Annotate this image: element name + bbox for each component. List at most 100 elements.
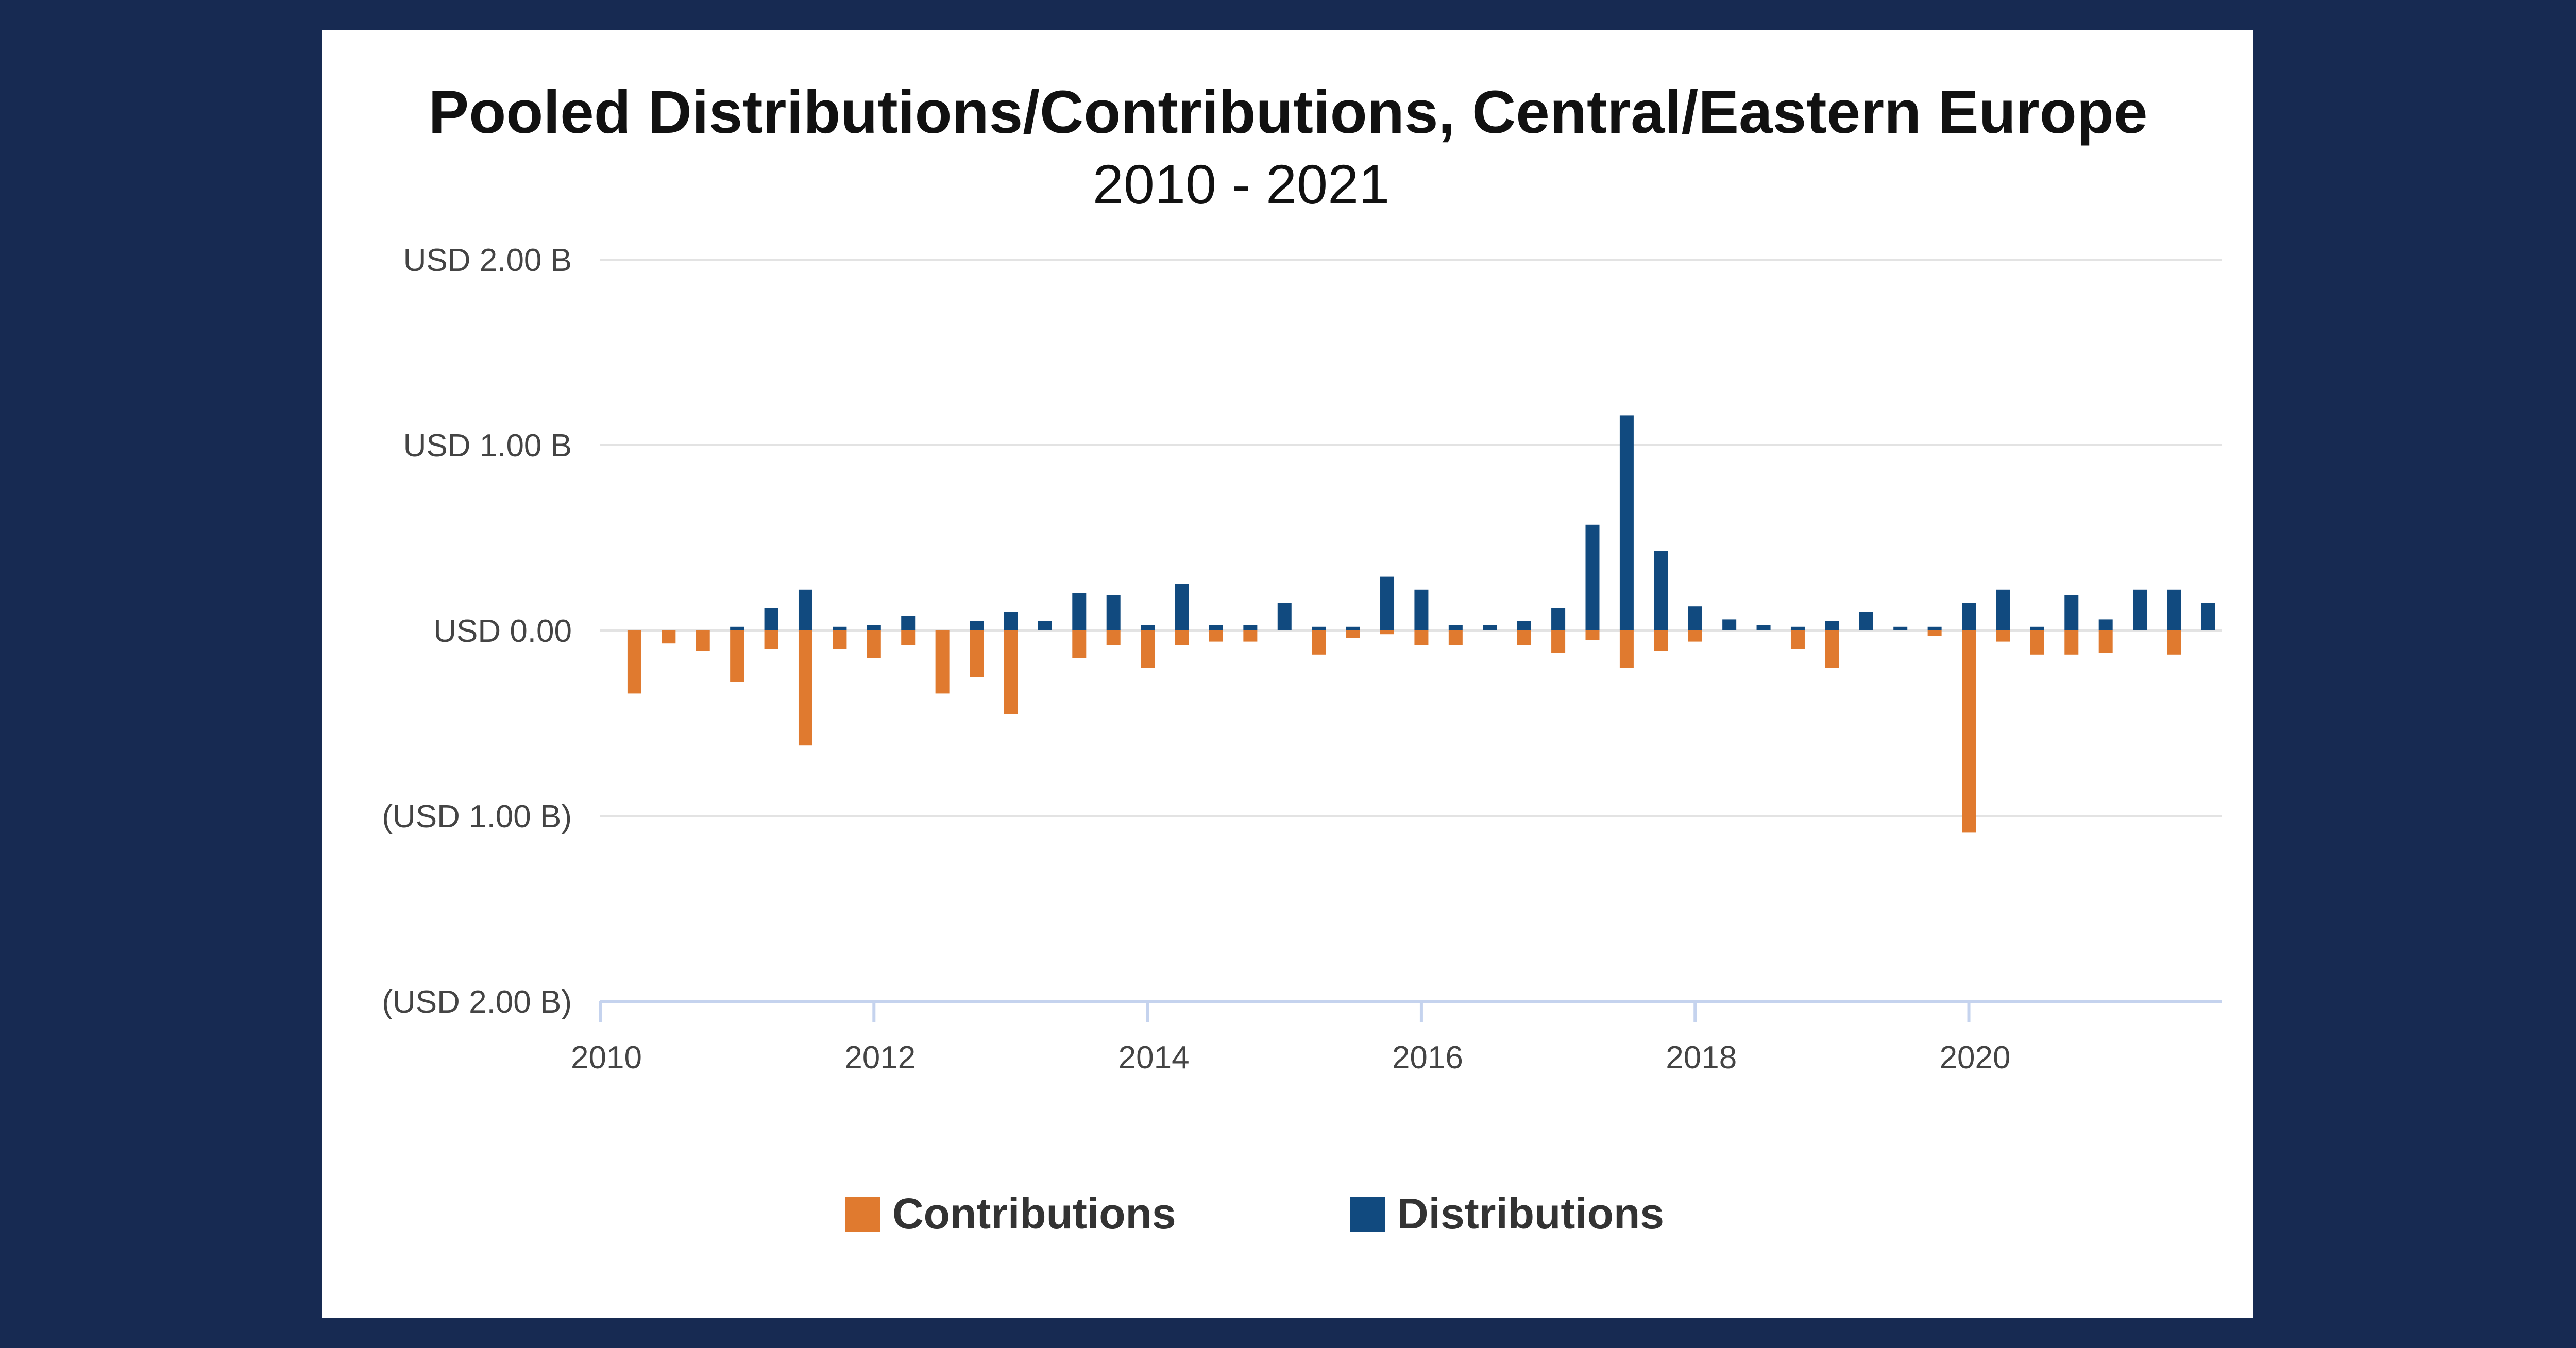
bar-contributions[interactable] [1962, 630, 1976, 833]
x-tick-label: 2016 [1392, 1040, 1463, 1076]
bar-contributions[interactable] [662, 630, 676, 644]
bar-contributions[interactable] [1654, 630, 1668, 651]
bar-chart: Pooled Distributions/Contributions, Cent… [382, 78, 2222, 1238]
bar-contributions[interactable] [2167, 630, 2181, 655]
bar-contributions[interactable] [1175, 630, 1189, 645]
bar-distributions[interactable] [1175, 584, 1189, 630]
bar-contributions[interactable] [970, 630, 984, 677]
bar-contributions[interactable] [935, 630, 950, 694]
legend-label-distributions: Distributions [1397, 1189, 1664, 1238]
bar-contributions[interactable] [1141, 630, 1155, 668]
gridlines [600, 259, 2222, 817]
bar-distributions[interactable] [867, 625, 881, 630]
bar-distributions[interactable] [1312, 626, 1326, 630]
bar-distributions[interactable] [1106, 595, 1121, 630]
bar-distributions[interactable] [1654, 551, 1668, 630]
bar-contributions[interactable] [2098, 630, 2113, 653]
chart-title: Pooled Distributions/Contributions, Cent… [428, 78, 2147, 146]
x-tick-label: 2012 [844, 1040, 916, 1076]
legend-item-distributions[interactable]: Distributions [1350, 1189, 1664, 1238]
bar-distributions[interactable] [1825, 621, 1839, 630]
bar-distributions[interactable] [730, 626, 744, 630]
bar-distributions[interactable] [2098, 619, 2113, 630]
bar-contributions[interactable] [1825, 630, 1839, 668]
bar-contributions[interactable] [1585, 630, 1600, 640]
bar-contributions[interactable] [1243, 630, 1258, 642]
bar-distributions[interactable] [1859, 612, 1873, 630]
bar-distributions[interactable] [1619, 415, 1634, 630]
bar-contributions[interactable] [901, 630, 916, 645]
y-tick-label: (USD 1.00 B) [382, 799, 572, 834]
legend-item-contributions[interactable]: Contributions [845, 1189, 1176, 1238]
bar-distributions[interactable] [1790, 626, 1805, 630]
bar-distributions[interactable] [1414, 589, 1429, 630]
bar-contributions[interactable] [1619, 630, 1634, 668]
bar-contributions[interactable] [833, 630, 847, 649]
bar-contributions[interactable] [1414, 630, 1429, 645]
bars [627, 415, 2215, 833]
legend-swatch-contributions [845, 1197, 880, 1232]
bar-distributions[interactable] [1243, 625, 1258, 630]
bar-distributions[interactable] [1346, 626, 1360, 630]
x-tick-label: 2014 [1118, 1040, 1190, 1076]
bar-distributions[interactable] [1072, 593, 1087, 630]
bar-distributions[interactable] [1141, 625, 1155, 630]
bar-distributions[interactable] [833, 626, 847, 630]
bar-distributions[interactable] [2133, 589, 2147, 630]
bar-contributions[interactable] [1106, 630, 1121, 645]
x-axis: 2010 2012 2014 2016 2018 2020 [571, 1000, 2222, 1076]
bar-contributions[interactable] [2064, 630, 2079, 655]
bar-distributions[interactable] [970, 621, 984, 630]
bar-distributions[interactable] [901, 616, 916, 630]
bar-contributions[interactable] [764, 630, 778, 649]
bar-distributions[interactable] [1277, 603, 1292, 630]
bar-distributions[interactable] [2030, 626, 2044, 630]
bar-contributions[interactable] [1380, 630, 1395, 635]
bar-distributions[interactable] [1996, 589, 2010, 630]
bar-contributions[interactable] [1790, 630, 1805, 649]
bar-contributions[interactable] [1517, 630, 1531, 645]
bar-distributions[interactable] [1483, 625, 1497, 630]
bar-contributions[interactable] [627, 630, 641, 694]
legend-label-contributions: Contributions [892, 1189, 1176, 1238]
bar-distributions[interactable] [1756, 625, 1771, 630]
bar-contributions[interactable] [1996, 630, 2010, 642]
bar-distributions[interactable] [1927, 626, 1942, 630]
bar-distributions[interactable] [2064, 595, 2079, 630]
legend: Contributions Distributions [845, 1189, 1664, 1238]
bar-contributions[interactable] [798, 630, 812, 746]
bar-contributions[interactable] [1448, 630, 1463, 645]
y-tick-label: USD 0.00 [433, 613, 572, 649]
bar-distributions[interactable] [1004, 612, 1018, 630]
bar-contributions[interactable] [1688, 630, 1702, 642]
bar-contributions[interactable] [1004, 630, 1018, 714]
bar-contributions[interactable] [696, 630, 710, 651]
bar-distributions[interactable] [1038, 621, 1052, 630]
bar-contributions[interactable] [1927, 630, 1942, 636]
bar-distributions[interactable] [1893, 626, 1908, 630]
bar-distributions[interactable] [1688, 606, 1702, 630]
bar-distributions[interactable] [1962, 603, 1976, 630]
chart-card: Pooled Distributions/Contributions, Cent… [322, 30, 2253, 1318]
bar-distributions[interactable] [1517, 621, 1531, 630]
bar-distributions[interactable] [2201, 603, 2215, 630]
bar-distributions[interactable] [1209, 625, 1223, 630]
bar-distributions[interactable] [764, 608, 778, 630]
bar-distributions[interactable] [1722, 619, 1737, 630]
bar-distributions[interactable] [798, 589, 812, 630]
bar-distributions[interactable] [1551, 608, 1566, 630]
bar-contributions[interactable] [1551, 630, 1566, 653]
bar-distributions[interactable] [1585, 524, 1600, 630]
bar-contributions[interactable] [1072, 630, 1087, 658]
y-tick-label: USD 1.00 B [403, 428, 572, 464]
bar-distributions[interactable] [1448, 625, 1463, 630]
bar-contributions[interactable] [1209, 630, 1223, 642]
bar-contributions[interactable] [1312, 630, 1326, 655]
bar-contributions[interactable] [2030, 630, 2044, 655]
chart-subtitle: 2010 - 2021 [1093, 153, 1390, 215]
bar-contributions[interactable] [730, 630, 744, 682]
bar-distributions[interactable] [1380, 576, 1395, 630]
bar-contributions[interactable] [867, 630, 881, 658]
bar-contributions[interactable] [1346, 630, 1360, 638]
bar-distributions[interactable] [2167, 589, 2181, 630]
